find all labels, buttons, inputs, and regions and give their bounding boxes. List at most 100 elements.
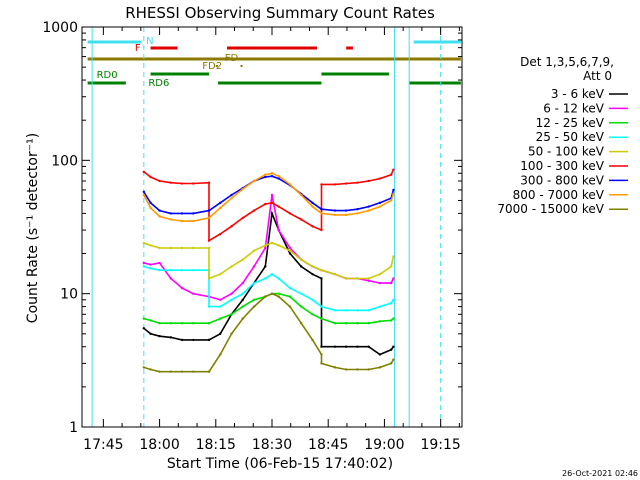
flag-dot (240, 65, 243, 67)
series-point (356, 309, 359, 312)
series-point (389, 199, 393, 202)
series-point (288, 246, 292, 250)
series-point (277, 292, 280, 295)
series-point (270, 193, 274, 197)
series-point (169, 218, 173, 221)
series-point (378, 366, 382, 369)
legend-label: 300 - 800 keV (520, 173, 604, 187)
series-point (264, 246, 267, 250)
series-point (180, 322, 184, 325)
series-point (333, 366, 337, 369)
series-point (142, 327, 146, 330)
series-point (288, 212, 292, 215)
series-point (207, 181, 211, 184)
x-tick-label: 18:00 (139, 437, 179, 453)
legend-label: 100 - 300 keV (520, 159, 604, 173)
series-point (149, 368, 152, 371)
series-point (345, 182, 348, 185)
series-point (311, 272, 314, 276)
y-axis-label: Count Rate (s⁻¹ detector⁻¹) (25, 133, 41, 323)
series-point (207, 305, 211, 308)
series-point (142, 241, 146, 245)
series-point (311, 265, 314, 268)
series-point (367, 368, 370, 371)
series-point (207, 209, 211, 212)
series-line (143, 265, 395, 312)
series-point (392, 188, 395, 192)
series-point (142, 261, 146, 265)
series-point (320, 208, 323, 211)
series-point (277, 244, 280, 247)
series-point (333, 322, 337, 325)
series-point (300, 292, 303, 295)
series-point (230, 225, 233, 228)
series-point (158, 370, 161, 373)
series-point (320, 212, 323, 215)
series-line (143, 292, 395, 373)
series-layer (142, 168, 395, 373)
series-point (345, 309, 348, 312)
series-point (180, 286, 184, 290)
series-point (345, 277, 348, 280)
series-point (142, 170, 146, 174)
series-point (180, 246, 184, 250)
series-point (288, 249, 292, 252)
series-point (392, 345, 395, 348)
y-tick-label: 100 (51, 153, 78, 169)
series-point (389, 281, 393, 285)
series-point (367, 309, 370, 312)
series-point (219, 353, 222, 356)
series-point (378, 272, 382, 276)
series-point (367, 322, 370, 325)
series-point (320, 362, 323, 365)
series-point (270, 175, 274, 178)
series-point (142, 193, 146, 197)
series-point (169, 322, 173, 325)
x-tick-label: 19:00 (364, 437, 404, 453)
series-point (270, 272, 274, 276)
x-axis: 17:45 18:00 18:15 18:30 18:45 19:00 19:15 (83, 27, 461, 453)
flag-label-flare: F (135, 43, 141, 54)
x-tick-label: 19:15 (420, 437, 460, 453)
series-point (378, 353, 382, 356)
series-point (300, 218, 303, 221)
series-point (320, 305, 323, 308)
series-point (158, 334, 161, 338)
series-point (230, 292, 233, 295)
series-point (264, 173, 267, 176)
series-point (367, 205, 370, 208)
series-point (270, 201, 274, 205)
series-point (169, 268, 173, 272)
flag-label-rd6: RD6 (148, 78, 169, 89)
series-point (142, 317, 146, 320)
series-point (288, 252, 292, 255)
legend-label: 6 - 12 keV (543, 101, 605, 115)
series-point (389, 319, 393, 322)
series-point (392, 358, 395, 361)
series-point (356, 208, 359, 211)
series-point (207, 338, 211, 342)
series-point (219, 317, 222, 320)
series-point (367, 179, 370, 183)
series-point (333, 183, 337, 186)
y-tick-label: 1 (69, 420, 78, 436)
series-point (219, 305, 222, 308)
series-point (192, 182, 195, 185)
series-point (149, 263, 152, 266)
series-point (367, 279, 370, 282)
series-point (367, 345, 370, 348)
series-point (345, 368, 348, 371)
series-line (143, 292, 394, 324)
series-point (345, 213, 348, 217)
series-point (252, 281, 256, 285)
series-point (378, 320, 382, 323)
series-point (180, 182, 184, 185)
series-point (219, 272, 222, 276)
series-point (241, 258, 244, 261)
y-tick-label: 1000 (42, 20, 78, 36)
series-point (149, 201, 152, 205)
series-point (389, 348, 393, 351)
